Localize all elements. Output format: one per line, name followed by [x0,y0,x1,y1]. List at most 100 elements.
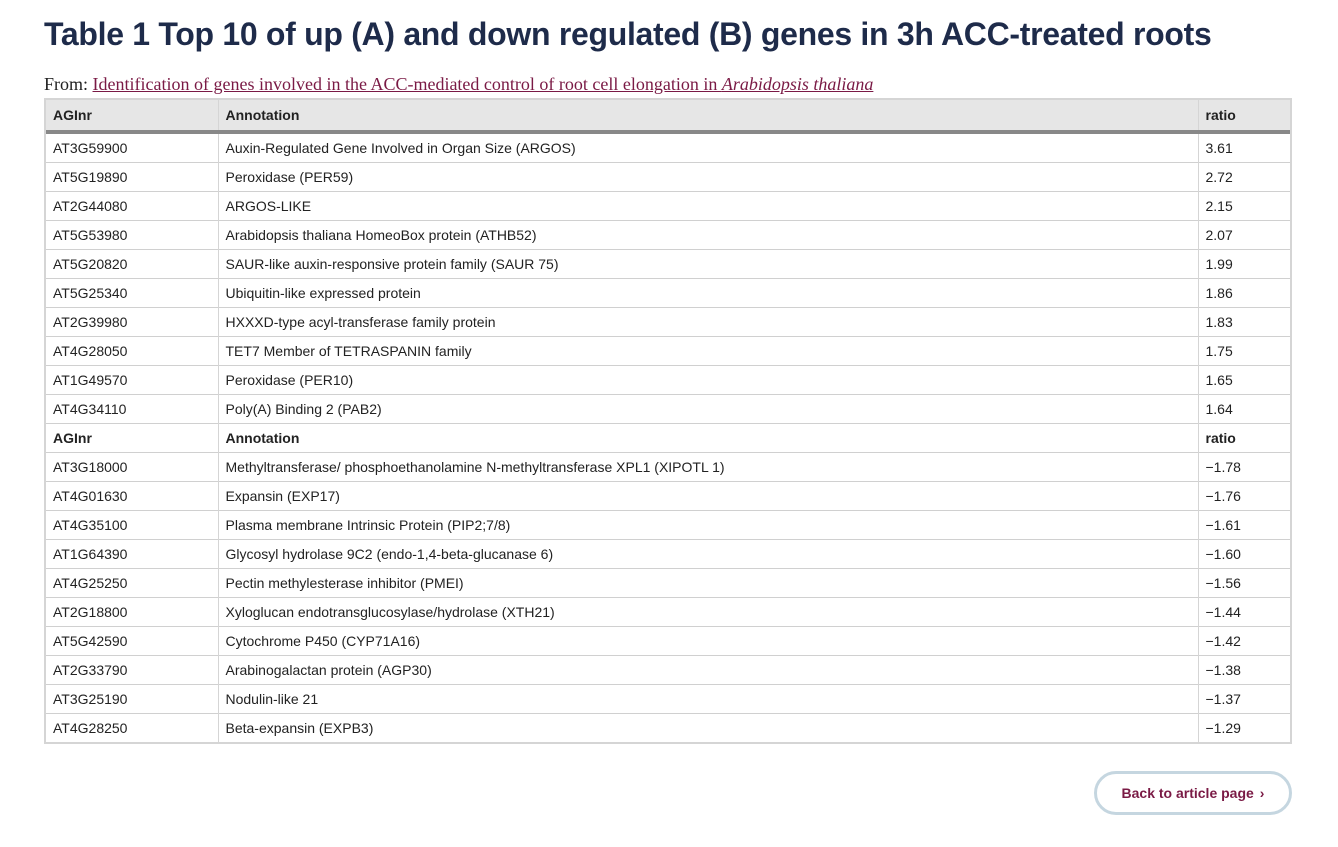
cell-ratio: 1.64 [1198,394,1290,424]
table-row: AT3G18000 Methyltransferase/ phosphoethan… [46,452,1290,482]
cell-aginr: AT4G35100 [46,510,219,540]
cell-ratio: −1.38 [1198,655,1290,685]
cell-annotation: Annotation [218,423,1199,453]
cell-aginr: AGInr [46,423,219,453]
cell-aginr: AT3G18000 [46,452,219,482]
cell-annotation: Nodulin-like 21 [218,684,1199,714]
table-row: AT1G49570 Peroxidase (PER10) 1.65 [46,365,1290,395]
from-label: From: [44,74,93,94]
table-row: AT4G34110 Poly(A) Binding 2 (PAB2) 1.64 [46,394,1290,424]
cell-annotation: Poly(A) Binding 2 (PAB2) [218,394,1199,424]
cell-aginr: AT5G19890 [46,162,219,192]
table-body: AT3G59900 Auxin-Regulated Gene Involved i… [46,132,1290,742]
table-row: AT2G33790 Arabinogalactan protein (AGP30)… [46,655,1290,685]
cell-annotation: Expansin (EXP17) [218,481,1199,511]
cell-ratio: 1.86 [1198,278,1290,308]
cell-aginr: AT4G01630 [46,481,219,511]
cell-aginr: AT1G64390 [46,539,219,569]
table-row: AT5G20820 SAUR-like auxin-responsive prot… [46,249,1290,279]
cell-ratio: −1.37 [1198,684,1290,714]
cell-annotation: Peroxidase (PER59) [218,162,1199,192]
table-row: AT4G35100 Plasma membrane Intrinsic Prote… [46,510,1290,540]
cell-ratio: 3.61 [1205,140,1233,156]
cell-annotation: Pectin methylesterase inhibitor (PMEI) [218,568,1199,598]
cell-ratio: −1.56 [1198,568,1290,598]
page-title: Table 1 Top 10 of up (A) and down regula… [44,16,1212,52]
cell-annotation: Ubiquitin-like expressed protein [218,278,1199,308]
gene-table-container: AGInr Annotation ratio AT3G59900 Auxin-Re… [44,98,1292,744]
cell-annotation: Xyloglucan endotransglucosylase/hydrolas… [218,597,1199,627]
cell-aginr: AT2G44080 [46,191,219,221]
cell-annotation: Glycosyl hydrolase 9C2 (endo-1,4-beta-gl… [218,539,1199,569]
cell-annotation: Peroxidase (PER10) [218,365,1199,395]
cell-annotation: TET7 Member of TETRASPANIN family [218,336,1199,366]
column-header-aginr: AGInr [46,100,219,134]
back-button-label[interactable]: Back to article page [1121,785,1254,801]
cell-aginr: AT5G53980 [46,220,219,250]
table-row: AT4G25250 Pectin methylesterase inhibitor… [46,568,1290,598]
cell-ratio: 2.72 [1198,162,1290,192]
chevron-right-icon: › [1259,785,1265,801]
cell-aginr: AT5G20820 [46,249,219,279]
table-row: AT5G19890 Peroxidase (PER59) 2.72 [46,162,1290,192]
cell-annotation: Plasma membrane Intrinsic Protein (PIP2;… [218,510,1199,540]
table-subheader-row: AGInr Annotation ratio [46,423,1290,453]
cell-ratio: −1.42 [1198,626,1290,656]
table-row: AT5G25340 Ubiquitin-like expressed protei… [46,278,1290,308]
cell-ratio: 1.99 [1198,249,1290,279]
column-header-ratio: ratio [1198,100,1290,134]
cell-aginr: AT2G39980 [46,307,219,337]
cell-annotation: Arabinogalactan protein (AGP30) [218,655,1199,685]
source-article-link[interactable]: Identification of genes involved in the … [93,74,874,94]
table-row: AT5G42590 Cytochrome P450 (CYP71A16) −1.42 [46,626,1290,656]
cell-aginr: AT2G33790 [46,655,219,685]
cell-annotation: ARGOS-LIKE [218,191,1199,221]
table-header: AGInr Annotation ratio [46,100,1290,134]
cell-ratio: −1.76 [1198,481,1290,511]
cell-ratio: 2.15 [1198,191,1290,221]
cell-aginr: AT3G25190 [46,684,219,714]
table-row: AT2G39980 HXXXD-type acyl-transferase fam… [46,307,1290,337]
cell-aginr: AT4G25250 [46,568,219,598]
cell-annotation: Beta-expansin (EXPB3) [218,713,1199,742]
table-header-row: AGInr Annotation ratio [46,100,1290,134]
cell-ratio: −1.61 [1198,510,1290,540]
cell-annotation: Methyltransferase/ phosphoethanolamine N… [218,452,1199,482]
table-row: AT4G01630 Expansin (EXP17) −1.76 [46,481,1290,511]
table-row: AT4G28050 TET7 Member of TETRASPANIN fami… [46,336,1290,366]
source-line: From: Identification of genes involved i… [44,72,873,96]
cell-ratio: −1.44 [1198,597,1290,627]
cell-aginr: AT5G25340 [46,278,219,308]
table-row: AT3G59900 Auxin-Regulated Gene Involved i… [46,132,1290,163]
cell-annotation: Cytochrome P450 (CYP71A16) [218,626,1199,656]
cell-annotation: Arabidopsis thaliana HomeoBox protein (A… [218,220,1199,250]
back-to-article-button[interactable]: Back to article page › [1094,771,1292,815]
table-row: AT4G28250 Beta-expansin (EXPB3) −1.29 [46,713,1290,742]
cell-annotation: Auxin-Regulated Gene Involved in Organ S… [218,132,1199,163]
cell-ratio: −1.78 [1198,452,1290,482]
cell-aginr: AT4G34110 [46,394,219,424]
source-article-link-text[interactable]: Identification of genes involved in the … [92,74,722,94]
table-row: AT5G53980 Arabidopsis thaliana HomeoBox p… [46,220,1290,250]
table-row: AT2G18800 Xyloglucan endotransglucosylase… [46,597,1290,627]
cell-annotation: HXXXD-type acyl-transferase family prote… [218,307,1199,337]
gene-table: AGInr Annotation ratio AT3G59900 Auxin-Re… [46,100,1290,742]
cell-annotation: SAUR-like auxin-responsive protein famil… [218,249,1199,279]
table-row: AT3G25190 Nodulin-like 21 −1.37 [46,684,1290,714]
table-row: AT2G44080 ARGOS-LIKE 2.15 [46,191,1290,221]
cell-ratio: 1.65 [1198,365,1290,395]
cell-ratio: −1.29 [1198,713,1290,742]
cell-ratio: 1.83 [1198,307,1290,337]
cell-ratio: 1.75 [1198,336,1290,366]
cell-ratio: −1.60 [1198,539,1290,569]
cell-aginr: AT3G59900 [46,132,219,163]
cell-aginr: AT5G42590 [46,626,219,656]
cell-aginr: AT4G28250 [46,713,219,742]
source-article-link-species[interactable]: Arabidopsis thaliana [721,74,874,94]
cell-aginr: AT4G28050 [46,336,219,366]
cell-ratio: ratio [1198,423,1290,453]
table-row: AT1G64390 Glycosyl hydrolase 9C2 (endo-1,… [46,539,1290,569]
column-header-annotation: Annotation [218,100,1199,134]
cell-aginr: AT2G18800 [46,597,219,627]
cell-aginr: AT1G49570 [46,365,219,395]
